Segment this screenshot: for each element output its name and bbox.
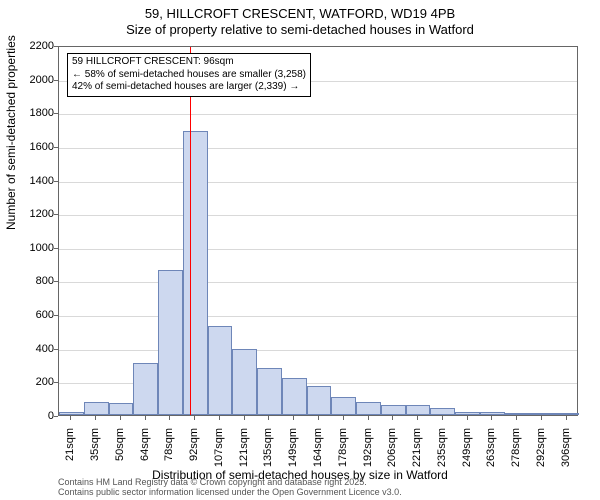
xtick-mark (95, 416, 96, 420)
histogram-bar (59, 412, 84, 415)
gridline (59, 316, 577, 317)
xtick-mark (417, 416, 418, 420)
ytick-label: 800 (14, 275, 54, 287)
xtick-mark (219, 416, 220, 420)
annotation-box: 59 HILLCROFT CRESCENT: 96sqm← 58% of sem… (67, 53, 311, 97)
histogram-bar (208, 326, 233, 415)
xtick-mark (145, 416, 146, 420)
gridline (59, 249, 577, 250)
annotation-line: 42% of semi-detached houses are larger (… (72, 81, 306, 94)
xtick-mark (194, 416, 195, 420)
histogram-bar (529, 413, 554, 415)
xtick-mark (268, 416, 269, 420)
xtick-mark (566, 416, 567, 420)
histogram-bar (331, 397, 356, 416)
gridline (59, 148, 577, 149)
ytick-label: 1200 (14, 208, 54, 220)
histogram-bar (232, 349, 257, 415)
ytick-label: 2200 (14, 40, 54, 52)
histogram-bar (455, 412, 480, 415)
ytick-mark (54, 416, 58, 417)
ytick-label: 1600 (14, 141, 54, 153)
ytick-label: 2000 (14, 74, 54, 86)
footer-line2: Contains public sector information licen… (58, 488, 402, 498)
footer-note: Contains HM Land Registry data © Crown c… (58, 478, 402, 498)
gridline (59, 282, 577, 283)
histogram-bar (133, 363, 158, 415)
ytick-label: 1400 (14, 175, 54, 187)
xtick-mark (442, 416, 443, 420)
histogram-bar (356, 402, 381, 415)
ytick-label: 200 (14, 376, 54, 388)
ytick-label: 600 (14, 309, 54, 321)
histogram-bar (84, 402, 109, 415)
xtick-mark (491, 416, 492, 420)
histogram-bar (381, 405, 406, 415)
xtick-mark (343, 416, 344, 420)
chart-title-main: 59, HILLCROFT CRESCENT, WATFORD, WD19 4P… (0, 6, 600, 21)
gridline (59, 350, 577, 351)
histogram-bar (480, 412, 505, 415)
xtick-mark (392, 416, 393, 420)
xtick-mark (293, 416, 294, 420)
gridline (59, 182, 577, 183)
xtick-mark (318, 416, 319, 420)
annotation-line: ← 58% of semi-detached houses are smalle… (72, 69, 306, 82)
xtick-mark (516, 416, 517, 420)
reference-line (190, 47, 191, 415)
chart-title-sub: Size of property relative to semi-detach… (0, 22, 600, 37)
gridline (59, 215, 577, 216)
histogram-bar (282, 378, 307, 415)
annotation-line: 59 HILLCROFT CRESCENT: 96sqm (72, 56, 306, 69)
histogram-bar (257, 368, 282, 415)
histogram-bar (109, 403, 134, 415)
histogram-bar (430, 408, 455, 415)
xtick-mark (368, 416, 369, 420)
xtick-mark (541, 416, 542, 420)
histogram-bar (183, 131, 208, 415)
plot-area: 59 HILLCROFT CRESCENT: 96sqm← 58% of sem… (58, 46, 578, 416)
gridline (59, 114, 577, 115)
xtick-mark (244, 416, 245, 420)
ytick-label: 0 (14, 410, 54, 422)
histogram-bar (554, 413, 579, 415)
histogram-bar (406, 405, 431, 415)
ytick-label: 1800 (14, 107, 54, 119)
histogram-bar (505, 413, 530, 415)
histogram-bar (158, 270, 183, 415)
y-axis-label: Number of semi-detached properties (4, 35, 18, 230)
xtick-mark (70, 416, 71, 420)
ytick-label: 1000 (14, 242, 54, 254)
xtick-mark (467, 416, 468, 420)
histogram-bar (307, 386, 332, 415)
ytick-label: 400 (14, 343, 54, 355)
xtick-mark (169, 416, 170, 420)
xtick-mark (120, 416, 121, 420)
